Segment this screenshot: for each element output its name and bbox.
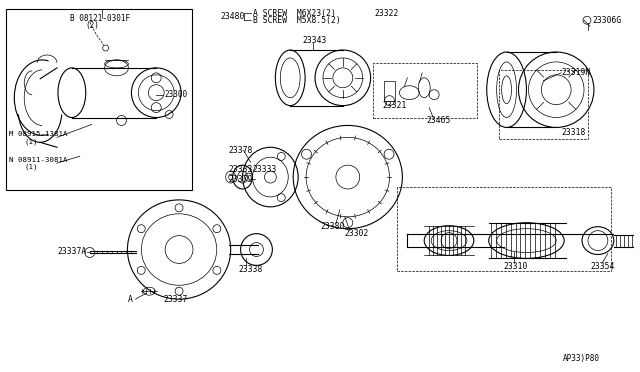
Text: 23480: 23480	[221, 12, 245, 21]
Text: 23379: 23379	[228, 174, 253, 183]
Text: 23318: 23318	[561, 128, 586, 137]
Text: AP33)P80: AP33)P80	[563, 354, 600, 363]
Text: 23343: 23343	[302, 36, 326, 45]
Text: 23302: 23302	[345, 229, 369, 238]
Text: 23321: 23321	[383, 101, 407, 110]
Text: 23378: 23378	[228, 146, 253, 155]
Text: 23306G: 23306G	[592, 16, 621, 25]
Text: (1): (1)	[24, 138, 38, 145]
Text: 23380: 23380	[320, 222, 344, 231]
Text: 23338: 23338	[239, 265, 263, 274]
Text: M 08915-1381A: M 08915-1381A	[10, 131, 68, 137]
Text: 23300: 23300	[164, 90, 188, 99]
Text: B 08121-0301F: B 08121-0301F	[70, 14, 130, 23]
Text: A SCREW  M6X23(2): A SCREW M6X23(2)	[253, 9, 335, 18]
Text: 23337: 23337	[163, 295, 188, 304]
Text: A: A	[127, 295, 132, 304]
Text: 23354: 23354	[590, 262, 614, 271]
Text: 23333: 23333	[228, 165, 253, 174]
Text: 23333: 23333	[253, 165, 277, 174]
Text: 23319N: 23319N	[561, 68, 591, 77]
Text: 23322: 23322	[374, 9, 399, 18]
Text: B SCREW  M5X8.5(2): B SCREW M5X8.5(2)	[253, 16, 340, 25]
Text: 23310: 23310	[504, 262, 528, 271]
Text: N 08911-3081A: N 08911-3081A	[10, 157, 68, 163]
Text: 23465: 23465	[426, 116, 451, 125]
Text: 23337A: 23337A	[57, 247, 86, 256]
Text: (2): (2)	[86, 21, 100, 30]
Text: (1): (1)	[24, 164, 38, 170]
